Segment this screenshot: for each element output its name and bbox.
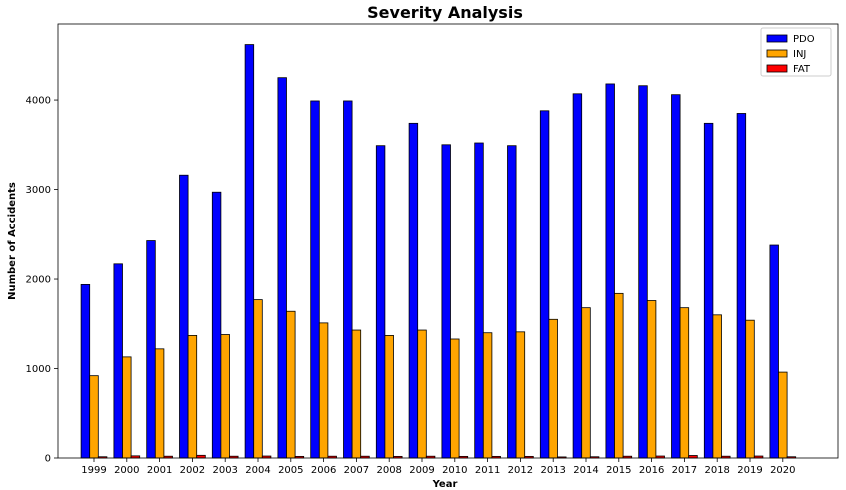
x-tick-label-2014: 2014 — [573, 465, 598, 476]
legend: PDO INJ FAT — [760, 27, 832, 77]
bar-pdo-2006 — [310, 100, 320, 459]
bar-pdo-2012 — [507, 145, 517, 459]
bar-inj-2004 — [253, 299, 263, 459]
bar-pdo-2017 — [671, 94, 681, 459]
bar-inj-2017 — [679, 307, 690, 459]
x-tick-label-2015: 2015 — [606, 465, 631, 476]
legend-swatch-fat — [766, 64, 788, 73]
x-tick-label-2002: 2002 — [180, 465, 205, 476]
x-tick-label-2017: 2017 — [672, 465, 697, 476]
bar-inj-2019 — [745, 319, 755, 459]
bar-fat-2002 — [196, 454, 206, 459]
bar-inj-2015 — [614, 292, 624, 459]
bar-inj-2016 — [646, 300, 657, 459]
x-tick-label-2003: 2003 — [212, 465, 237, 476]
bar-inj-2005 — [286, 310, 296, 459]
legend-swatch-inj — [766, 49, 788, 58]
bar-pdo-2004 — [244, 44, 255, 459]
x-tick-label-2007: 2007 — [344, 465, 369, 476]
x-tick-label-2000: 2000 — [114, 465, 139, 476]
legend-label-fat: FAT — [793, 64, 811, 75]
bar-inj-2014 — [581, 307, 591, 459]
bar-inj-2012 — [515, 331, 526, 459]
legend-swatch-pdo — [766, 34, 788, 43]
bar-pdo-2015 — [605, 83, 615, 459]
x-tick-label-2009: 2009 — [409, 465, 434, 476]
bar-inj-2007 — [351, 329, 362, 459]
x-axis: 1999 2000 2001 2002 2003 2004 2005 2006 2007 2008… — [81, 458, 796, 476]
x-tick-label-2005: 2005 — [278, 465, 303, 476]
x-tick-label-2004: 2004 — [245, 465, 270, 476]
x-tick-label-2013: 2013 — [540, 465, 565, 476]
x-tick-label-2012: 2012 — [508, 465, 533, 476]
x-tick-label-2020: 2020 — [770, 465, 795, 476]
bar-pdo-2000 — [113, 263, 123, 459]
bar-inj-2001 — [154, 348, 165, 459]
bar-pdo-2003 — [211, 191, 222, 459]
x-tick-label-2010: 2010 — [442, 465, 467, 476]
y-tick-label: 1000 — [26, 364, 51, 375]
x-tick-label-2019: 2019 — [737, 465, 762, 476]
bar-pdo-1999 — [80, 283, 91, 459]
bar-inj-2002 — [187, 335, 198, 459]
x-tick-label-2001: 2001 — [147, 465, 172, 476]
legend-label-inj: INJ — [793, 49, 806, 60]
x-tick-label-2018: 2018 — [704, 465, 729, 476]
bar-pdo-2018 — [703, 122, 714, 459]
bar-inj-2008 — [384, 335, 394, 459]
bar-pdo-2014 — [572, 93, 583, 459]
bar-pdo-2007 — [343, 100, 353, 459]
bar-inj-2011 — [482, 332, 493, 459]
bar-pdo-2020 — [769, 244, 779, 459]
bar-inj-2020 — [778, 371, 788, 459]
x-tick-label-2016: 2016 — [639, 465, 664, 476]
x-tick-label-2011: 2011 — [475, 465, 500, 476]
bar-pdo-2013 — [539, 110, 550, 459]
bar-inj-2009 — [417, 329, 427, 459]
y-tick-label: 4000 — [26, 96, 51, 107]
bar-inj-2003 — [220, 334, 230, 459]
chart-title: Severity Analysis — [367, 3, 523, 22]
bar-inj-2010 — [450, 338, 460, 459]
y-axis-label: Number of Accidents — [7, 182, 18, 300]
bar-inj-2013 — [548, 318, 558, 459]
bar-pdo-2011 — [474, 142, 484, 459]
bar-pdo-2016 — [638, 85, 648, 459]
y-tick-label: 2000 — [26, 275, 51, 286]
bar-pdo-2008 — [375, 145, 386, 459]
bar-pdo-2005 — [277, 77, 287, 459]
x-axis-label: Year — [432, 479, 458, 490]
x-tick-label-1999: 1999 — [81, 465, 106, 476]
plot-area — [80, 44, 797, 459]
bar-inj-2018 — [712, 314, 722, 459]
x-tick-label-2006: 2006 — [311, 465, 336, 476]
plot-frame — [57, 23, 839, 459]
bar-pdo-2002 — [179, 174, 189, 459]
bar-pdo-2001 — [146, 240, 156, 459]
bar-pdo-2010 — [441, 144, 451, 459]
bar-inj-2000 — [122, 356, 132, 459]
y-axis: 0 1000 2000 3000 4000 — [26, 96, 58, 465]
x-tick-label-2008: 2008 — [376, 465, 401, 476]
y-tick-label: 3000 — [26, 185, 51, 196]
bar-pdo-2009 — [408, 122, 419, 459]
bar-inj-1999 — [89, 375, 99, 459]
y-tick-label: 0 — [45, 454, 51, 465]
bar-pdo-2019 — [736, 113, 747, 459]
legend-label-pdo: PDO — [793, 34, 815, 45]
bar-inj-2006 — [318, 322, 329, 459]
